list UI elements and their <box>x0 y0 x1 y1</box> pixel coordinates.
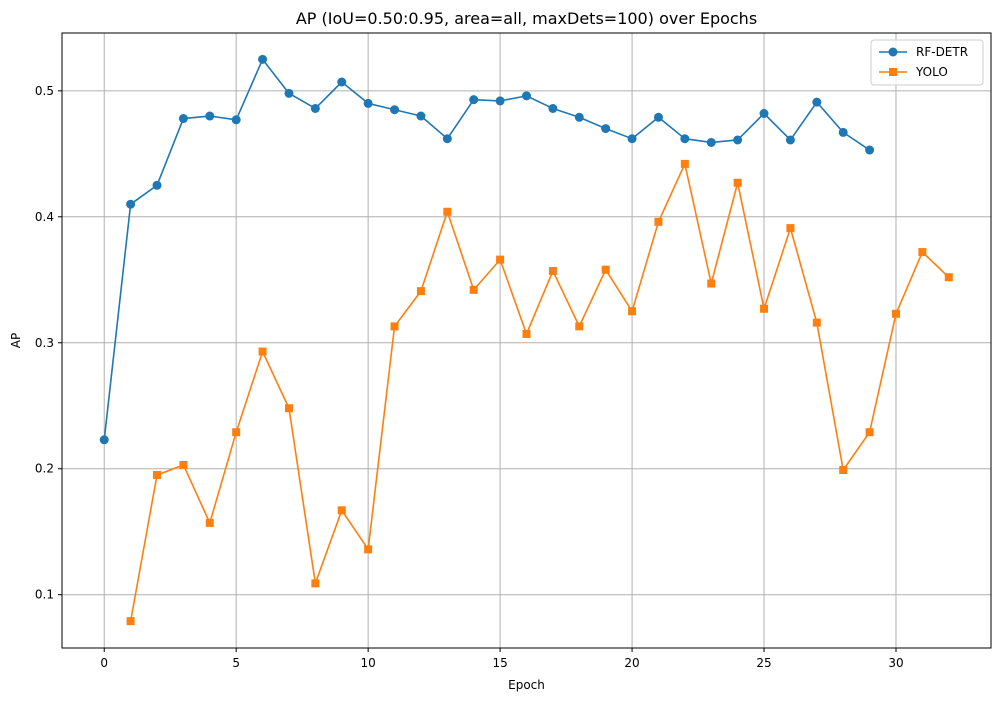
x-tick-label: 10 <box>361 656 376 670</box>
data-point <box>627 134 637 144</box>
y-tick-label: 0.5 <box>35 84 54 98</box>
data-point <box>548 103 558 113</box>
data-point <box>839 466 848 475</box>
data-point <box>680 134 690 144</box>
data-point <box>575 322 584 331</box>
grid <box>62 33 991 648</box>
x-tick-label: 15 <box>492 656 507 670</box>
series-rf-detr <box>99 54 875 445</box>
data-point <box>760 304 769 313</box>
data-point <box>363 98 373 108</box>
data-point <box>522 329 531 338</box>
data-point <box>628 307 637 316</box>
data-point <box>548 266 557 275</box>
data-point <box>654 217 663 226</box>
data-point <box>337 506 346 515</box>
data-point <box>812 97 822 107</box>
data-point <box>284 404 293 413</box>
data-point <box>944 273 953 282</box>
data-point <box>416 111 426 121</box>
x-tick-label: 25 <box>756 656 771 670</box>
data-point <box>390 105 400 115</box>
data-point <box>258 54 268 64</box>
data-point <box>812 318 821 327</box>
legend-item: YOLO <box>879 65 948 79</box>
data-point <box>495 96 505 106</box>
data-point <box>153 471 162 480</box>
data-point <box>442 134 452 144</box>
legend-label: RF-DETR <box>916 45 968 59</box>
data-point <box>680 159 689 168</box>
legend-marker <box>888 47 898 57</box>
data-point <box>918 248 927 257</box>
data-point <box>178 114 188 124</box>
series-yolo <box>126 159 953 626</box>
y-tick-label: 0.3 <box>35 336 54 350</box>
y-tick-label: 0.1 <box>35 588 54 602</box>
data-point <box>390 322 399 331</box>
data-point <box>891 309 900 318</box>
data-point <box>311 579 320 588</box>
data-point <box>126 617 135 626</box>
data-point <box>759 108 769 118</box>
series-line <box>103 58 871 440</box>
legend-label: YOLO <box>915 65 948 79</box>
legend-marker <box>889 68 897 76</box>
axis-ticks: 0 5 10 15 20 25 30 0.1 0.2 0.3 0.4 0.5 <box>35 84 904 670</box>
data-point <box>733 178 742 187</box>
data-point <box>205 111 215 121</box>
data-point <box>232 428 241 437</box>
data-point <box>785 135 795 145</box>
series-layer <box>99 54 953 626</box>
data-point <box>416 287 425 296</box>
data-point <box>310 103 320 113</box>
data-point <box>733 135 743 145</box>
data-point <box>152 180 162 190</box>
data-point <box>865 145 875 155</box>
data-point <box>706 137 716 147</box>
data-point <box>838 127 848 137</box>
chart-title: AP (IoU=0.50:0.95, area=all, maxDets=100… <box>296 9 757 28</box>
data-point <box>601 124 611 134</box>
data-point <box>865 428 874 437</box>
data-point <box>653 112 663 122</box>
x-tick-label: 0 <box>100 656 108 670</box>
data-point <box>443 207 452 216</box>
x-axis-label: Epoch <box>508 678 545 692</box>
data-point <box>179 460 188 469</box>
data-point <box>258 347 267 356</box>
data-point <box>707 279 716 288</box>
data-point <box>126 199 136 209</box>
data-point <box>337 77 347 87</box>
data-point <box>231 115 241 125</box>
data-point <box>364 545 373 554</box>
series-line <box>129 163 950 622</box>
data-point <box>469 95 479 105</box>
x-tick-label: 30 <box>888 656 903 670</box>
y-axis-label: AP <box>9 333 23 348</box>
y-tick-label: 0.4 <box>35 210 54 224</box>
data-point <box>205 518 214 527</box>
data-point <box>99 435 109 445</box>
plot-area-frame <box>61 32 992 649</box>
x-tick-label: 20 <box>624 656 639 670</box>
data-point <box>496 255 505 264</box>
legend: RF-DETR YOLO <box>870 39 984 86</box>
legend-item: RF-DETR <box>879 45 968 59</box>
data-point <box>786 224 795 233</box>
data-point <box>284 88 294 98</box>
data-point <box>601 265 610 274</box>
data-point <box>574 112 584 122</box>
data-point <box>522 91 531 101</box>
x-tick-label: 5 <box>232 656 240 670</box>
y-tick-label: 0.2 <box>35 462 54 476</box>
data-point <box>469 285 478 294</box>
